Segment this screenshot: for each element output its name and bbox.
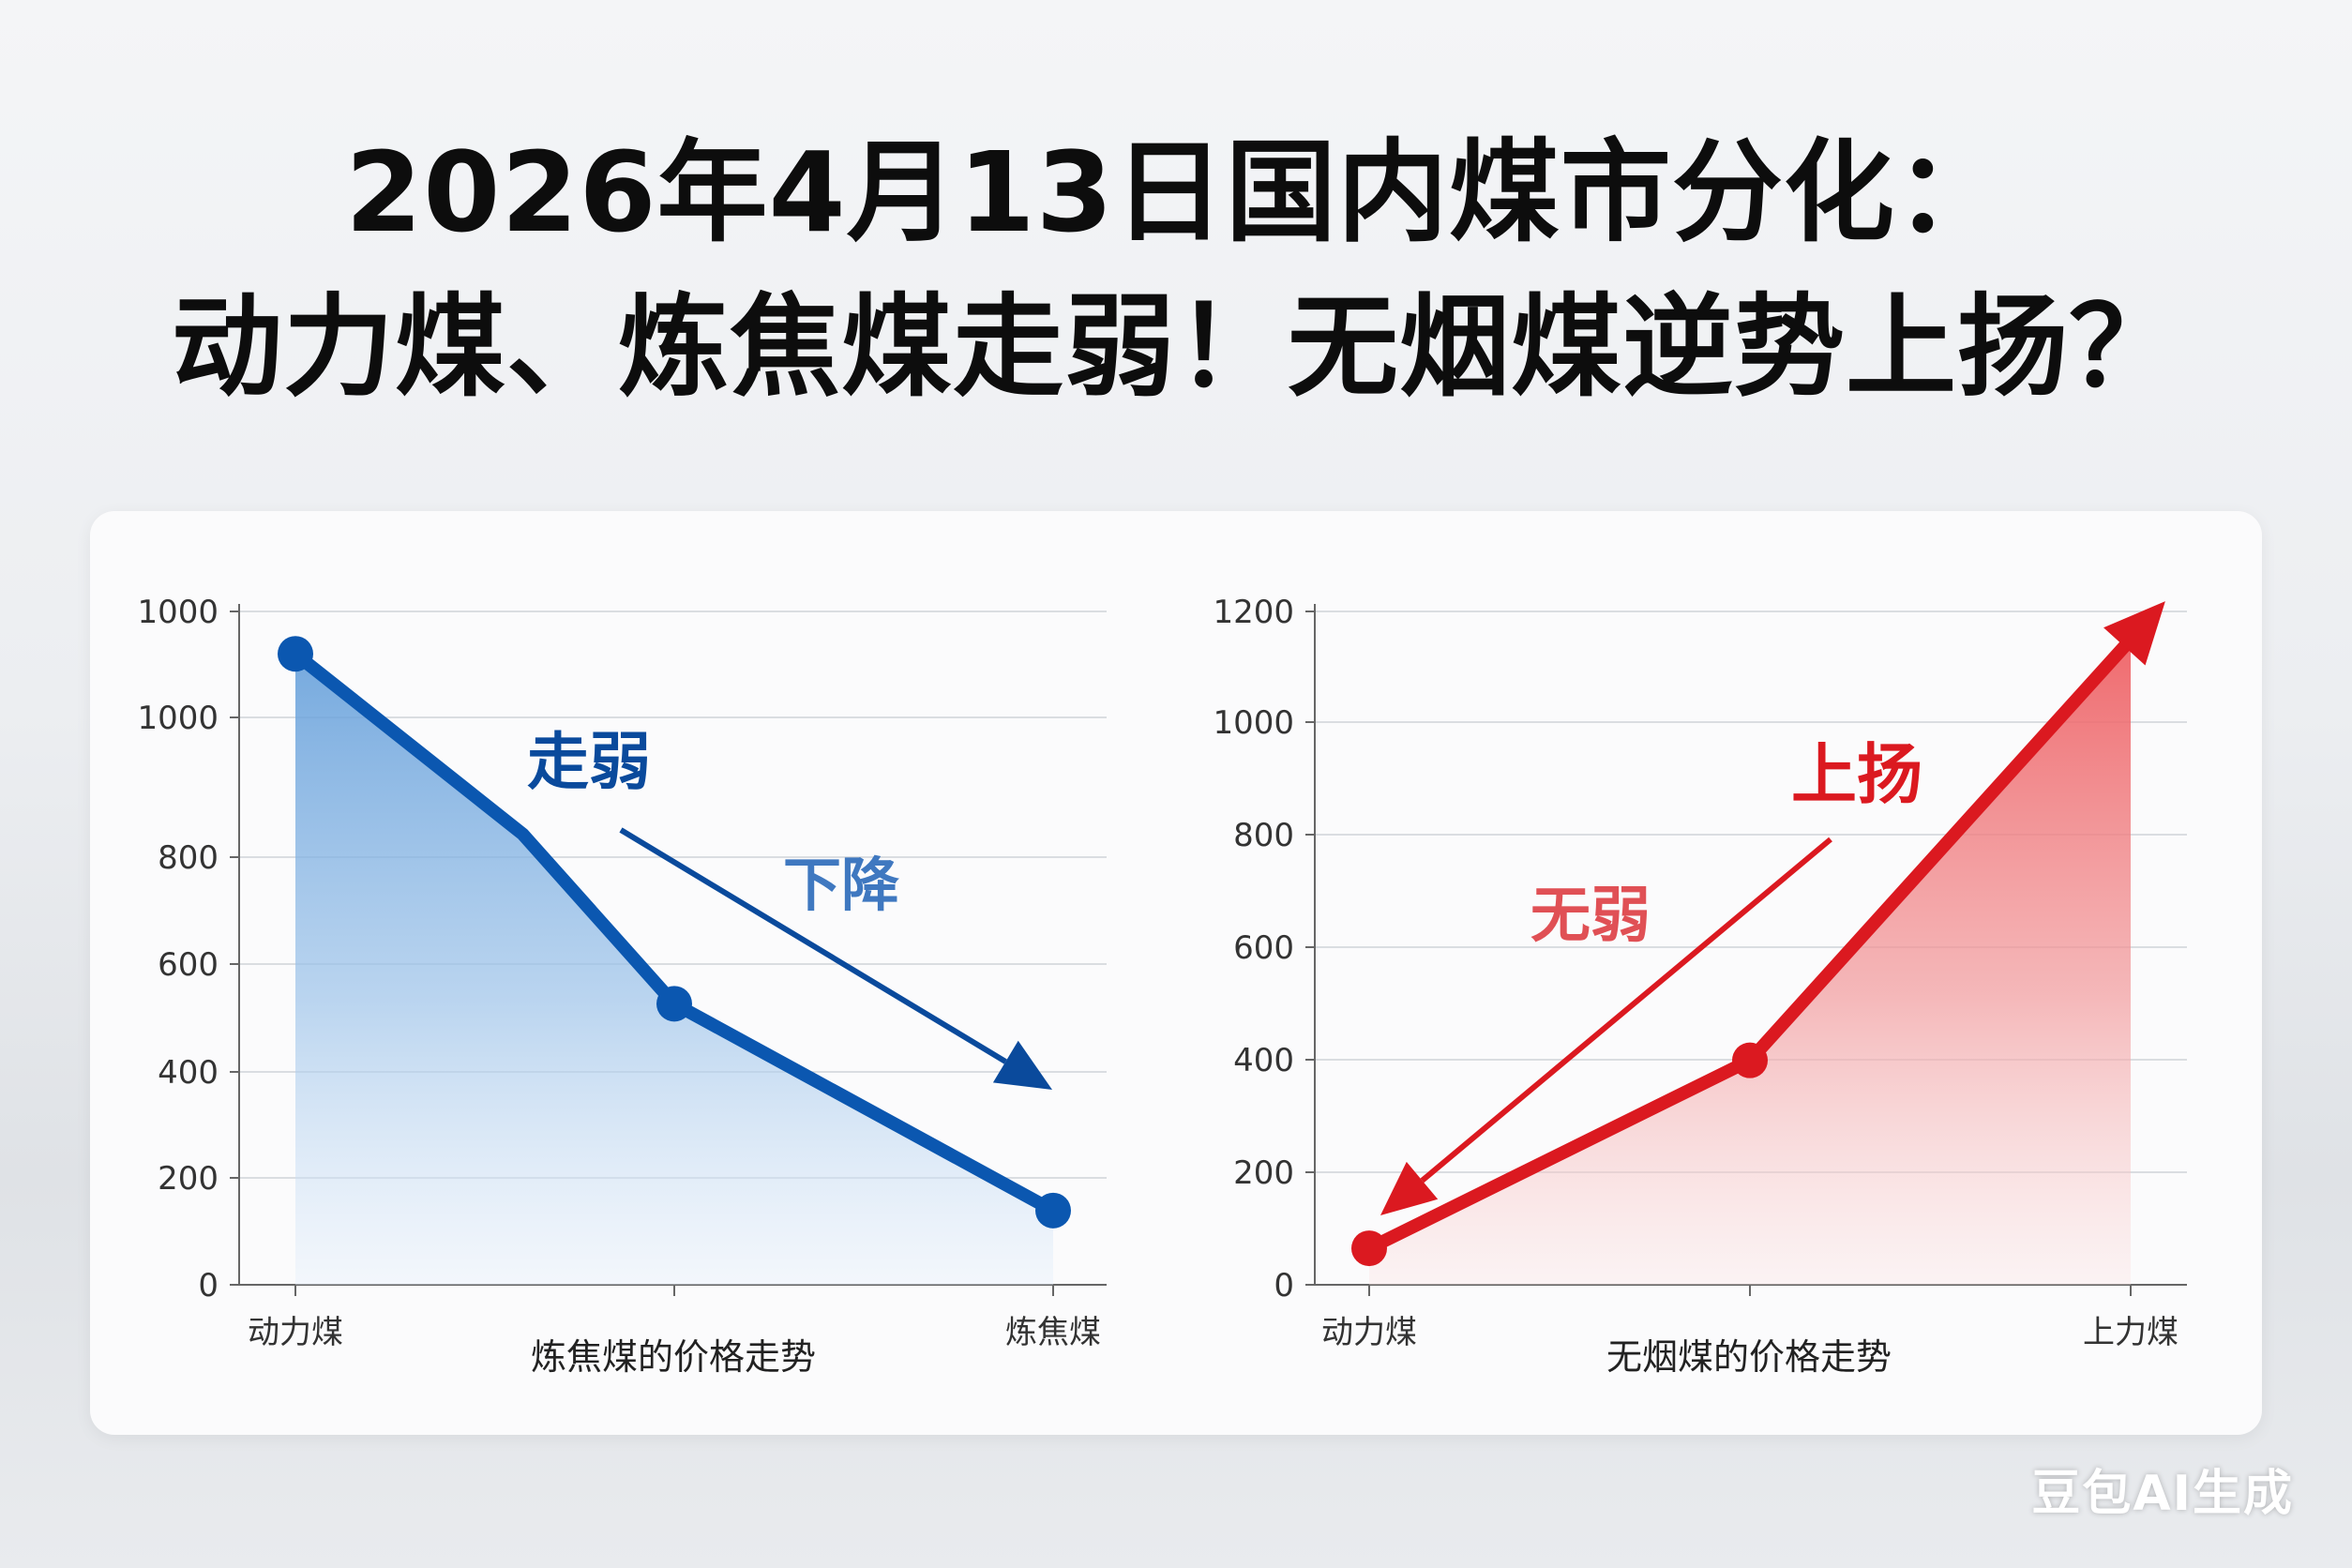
- y-tick-label: 1000: [137, 594, 219, 631]
- y-tick-label: 0: [1274, 1267, 1294, 1304]
- series-arrowhead: [2103, 601, 2165, 666]
- y-tick-label: 200: [158, 1160, 219, 1198]
- x-tick-label: 上力煤: [2083, 1314, 2179, 1351]
- y-tick-label: 800: [158, 839, 219, 877]
- y-tick-label: 1200: [1213, 594, 1294, 631]
- annotation-arrow-label: 下降: [783, 851, 899, 919]
- title-line-1: 2026年4月13日国内煤市分化：: [345, 128, 2007, 257]
- y-tick-label: 400: [1233, 1042, 1294, 1079]
- annotation-arrow-label: 无弱: [1530, 882, 1651, 951]
- x-axis-title: 无烟煤的价格走势: [1606, 1336, 1892, 1378]
- watermark: 豆包AI生成: [2031, 1466, 2294, 1522]
- data-point: [1351, 1230, 1387, 1267]
- data-point: [1732, 1042, 1768, 1078]
- x-tick-label: 炼焦煤: [1005, 1314, 1101, 1351]
- x-tick-label: 动力煤: [1321, 1314, 1417, 1351]
- series-line: [289, 647, 1060, 1217]
- annotation-main: 上扬: [1791, 736, 1922, 813]
- annotation-arrow: [619, 827, 1007, 1064]
- y-tick-label: 200: [1233, 1154, 1294, 1192]
- x-tick-label: 动力煤: [248, 1314, 343, 1351]
- y-tick-label: 0: [198, 1267, 219, 1304]
- annotation-main: 走弱: [527, 726, 651, 798]
- annotation-arrow: [1420, 837, 1832, 1184]
- annotation-arrowhead: [1380, 1161, 1439, 1215]
- y-tick-label: 600: [158, 946, 219, 984]
- data-point: [656, 986, 692, 1022]
- area-fill: [1369, 639, 2131, 1285]
- y-tick-label: 400: [158, 1054, 219, 1092]
- y-tick-label: 1000: [1213, 704, 1294, 742]
- annotation-arrowhead: [992, 1040, 1052, 1090]
- title-line-2: 动力煤、炼焦煤走弱！无烟煤逆势上扬？: [171, 282, 2180, 412]
- x-axis-title: 炼焦煤的价格走势: [531, 1336, 816, 1378]
- y-tick-label: 600: [1233, 929, 1294, 967]
- y-tick-label: 1000: [137, 700, 219, 737]
- y-tick-label: 800: [1233, 817, 1294, 854]
- data-point: [1035, 1192, 1071, 1229]
- data-point: [278, 636, 313, 672]
